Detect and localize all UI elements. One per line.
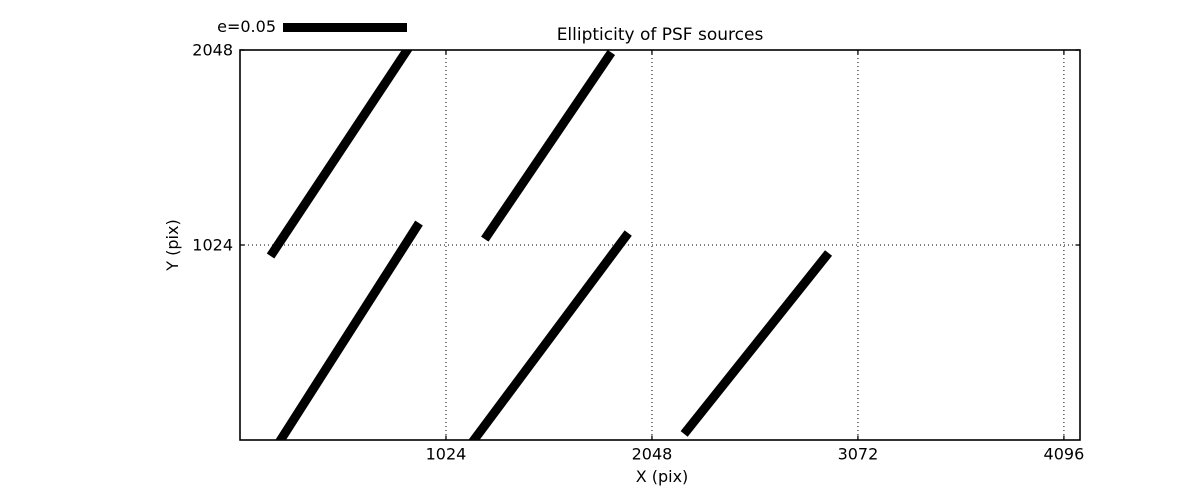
x-tick-label-1024: 1024 <box>426 445 467 464</box>
y-tick-label-2048: 2048 <box>192 41 233 60</box>
legend-whisker-sample-bar <box>283 23 407 32</box>
x-tick-label-3072: 3072 <box>838 445 879 464</box>
y-tick-labels: 1024 2048 <box>192 41 233 255</box>
whisker-segments <box>266 50 833 440</box>
whisker-segment-2 <box>481 50 616 242</box>
whisker-segment-4 <box>468 230 632 440</box>
whisker-segment-5 <box>680 250 833 437</box>
whisker-segment-3 <box>275 220 423 440</box>
x-tick-label-4096: 4096 <box>1044 445 1085 464</box>
y-axis-label: Y (pix) <box>163 219 182 271</box>
y-tick-label-1024: 1024 <box>192 236 233 255</box>
whisker-segment-1 <box>266 50 413 259</box>
chart-title: Ellipticity of PSF sources <box>557 25 764 45</box>
x-tick-label-2048: 2048 <box>632 445 673 464</box>
tick-marks <box>240 49 1080 440</box>
x-tick-labels: 1024 2048 3072 4096 <box>426 445 1085 464</box>
legend-label: e=0.05 <box>217 17 276 36</box>
x-axis-label: X (pix) <box>636 467 689 486</box>
